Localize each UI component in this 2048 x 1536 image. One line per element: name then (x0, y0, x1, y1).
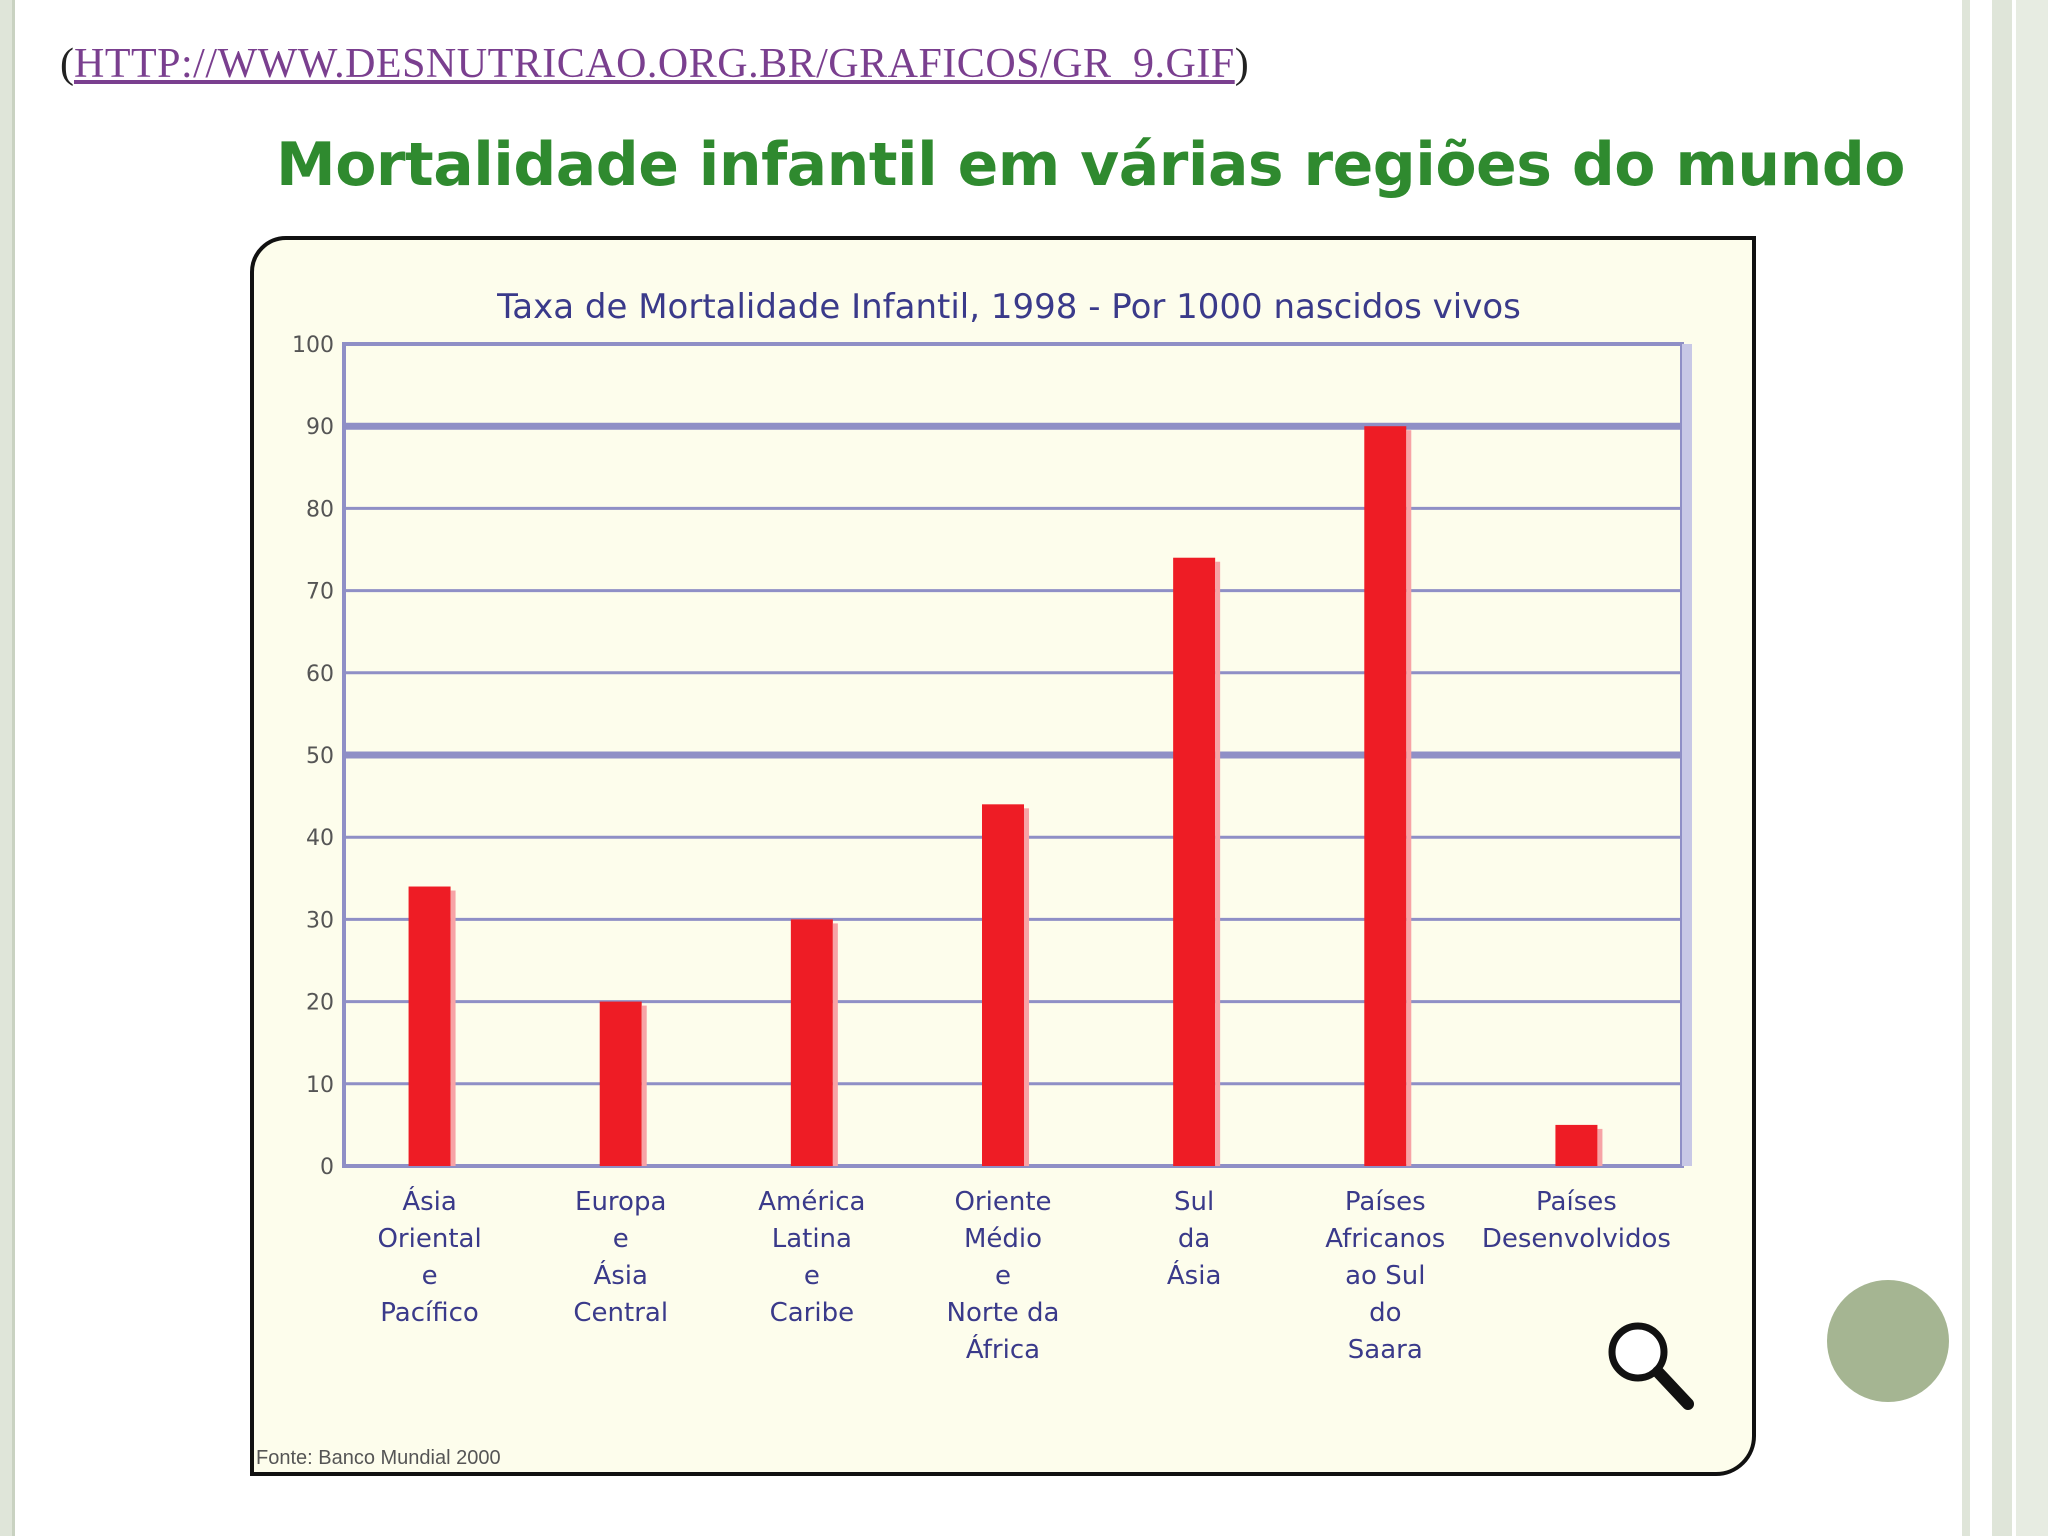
y-axis-ticks: 0 10 20 30 40 50 60 70 80 90 100 (292, 333, 334, 1180)
source-footnote: Fonte: Banco Mundial 2000 (256, 1447, 501, 1469)
slide-frame-left (0, 0, 15, 1536)
bar-highlight (450, 890, 456, 1166)
bars (408, 426, 1603, 1166)
bar (790, 919, 833, 1166)
bar (408, 886, 451, 1166)
bar (599, 1001, 642, 1166)
y-tick-label: 30 (306, 908, 334, 933)
bar-highlight (641, 1005, 647, 1166)
y-tick-label: 60 (306, 662, 334, 687)
bar (982, 804, 1024, 1166)
x-tick-label: Ásia Oriental e Pacífico (377, 1185, 481, 1328)
open-paren: ( (60, 41, 74, 87)
bar (1364, 426, 1407, 1166)
bar-highlight (1024, 808, 1029, 1166)
bar-highlight (1215, 561, 1221, 1166)
decorative-circle (1827, 1280, 1949, 1402)
bar-highlight (1597, 1128, 1603, 1166)
x-tick-label: América Latina e Caribe (758, 1187, 865, 1328)
y-tick-label: 50 (306, 744, 334, 769)
y-tick-label: 40 (306, 826, 334, 851)
x-tick-label: Europa e Ásia Central (573, 1187, 668, 1328)
y-tick-label: 0 (320, 1155, 334, 1180)
y-tick-label: 70 (306, 580, 334, 605)
chart-heading: Mortalidade infantil em várias regiões d… (276, 130, 1906, 200)
bar (1173, 557, 1216, 1166)
y-tick-label: 20 (306, 991, 334, 1016)
bar-highlight (1406, 430, 1412, 1166)
source-url-link[interactable]: HTTP://WWW.DESNUTRICAO.ORG.BR/GRAFICOS/G… (74, 41, 1235, 87)
source-link-line: (HTTP://WWW.DESNUTRICAO.ORG.BR/GRAFICOS/… (60, 40, 1249, 88)
y-tick-label: 80 (306, 497, 334, 522)
close-paren: ) (1234, 41, 1249, 87)
x-tick-label: Países Desenvolvidos (1482, 1187, 1671, 1254)
bar (1555, 1124, 1598, 1166)
x-axis-labels: Ásia Oriental e Pacífico Europa e Ásia Central A… (377, 1185, 1671, 1365)
y-tick-label: 90 (306, 415, 334, 440)
x-tick-label: Oriente Médio e Norte da África (947, 1187, 1060, 1365)
bar-highlight (832, 923, 838, 1166)
x-tick-label: Sul da Ásia (1167, 1187, 1222, 1291)
y-tick-label: 100 (292, 333, 334, 358)
plot-shadow (1682, 344, 1692, 1166)
x-tick-label: Países Africanos ao Sul do Saara (1325, 1187, 1445, 1365)
chart-title: Taxa de Mortalidade Infantil, 1998 - Por… (496, 287, 1521, 327)
y-tick-label: 10 (306, 1073, 334, 1098)
slide-frame-right (1962, 0, 2048, 1536)
magnifier-icon[interactable] (1600, 1316, 1700, 1416)
